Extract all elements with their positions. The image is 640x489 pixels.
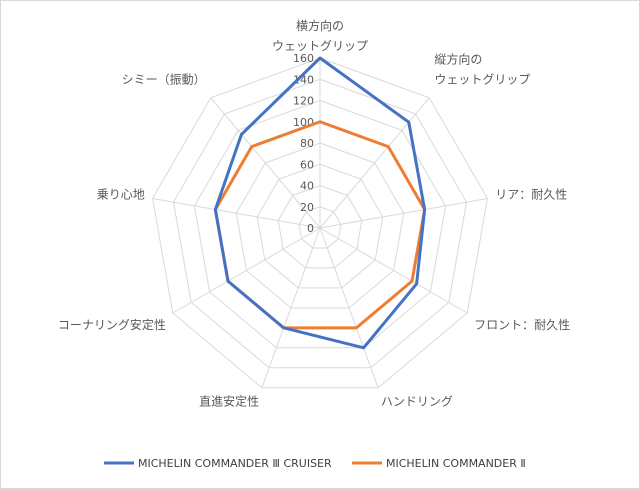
grid-ring — [256, 163, 384, 289]
axis-labels: 横方向のウェットグリップ縦方向のウェットグリップリア：耐久性フロント：耐久性ハン… — [58, 18, 570, 409]
legend-label: MICHELIN COMMANDER Ⅱ — [386, 457, 526, 470]
tick-label: 60 — [300, 158, 314, 171]
radar-spoke — [319, 197, 488, 229]
axis-label: フロント：耐久性 — [474, 318, 570, 332]
grid-ring — [277, 184, 363, 269]
axis-label: シミー（振動） — [122, 72, 206, 86]
radar-spoke — [319, 227, 379, 388]
radar-spoke — [152, 197, 321, 229]
series-line — [213, 56, 427, 350]
grid-ring — [298, 206, 342, 249]
tick-label: 0 — [307, 222, 314, 235]
tick-label: 140 — [293, 73, 314, 86]
tick-label: 160 — [293, 52, 314, 65]
axis-label: 直進安定性 — [199, 394, 259, 409]
axis-label: 乗り心地 — [97, 187, 145, 201]
axis-label: 横方向の — [296, 18, 344, 33]
tick-label: 80 — [300, 137, 314, 150]
radar-spoke — [261, 227, 321, 388]
radar-spoke — [210, 97, 321, 229]
legend: MICHELIN COMMANDER Ⅲ CRUISER MICHELIN COM… — [104, 457, 526, 470]
grid-ring — [172, 78, 468, 369]
axis-label: ウェットグリップ — [434, 72, 530, 86]
axis-label: リア：耐久性 — [495, 187, 567, 201]
radar-spoke — [172, 227, 321, 314]
series-line — [213, 120, 427, 330]
tick-label: 20 — [300, 201, 314, 214]
series-lines — [213, 56, 427, 350]
radar-spokes — [152, 58, 488, 388]
axis-label: 縦方向の — [434, 51, 482, 66]
axis-label: ウェットグリップ — [272, 39, 368, 53]
grid-ring — [152, 57, 488, 389]
radar-spoke — [319, 97, 430, 229]
tick-label: 40 — [300, 180, 314, 193]
grid-ring — [235, 142, 405, 309]
grid-ring — [193, 99, 447, 349]
axis-label: コーナリング安定性 — [58, 317, 166, 332]
radar-spoke — [319, 227, 468, 314]
legend-label: MICHELIN COMMANDER Ⅲ CRUISER — [138, 457, 332, 470]
axis-label: ハンドリング — [381, 395, 453, 409]
tick-label: 120 — [293, 95, 314, 108]
